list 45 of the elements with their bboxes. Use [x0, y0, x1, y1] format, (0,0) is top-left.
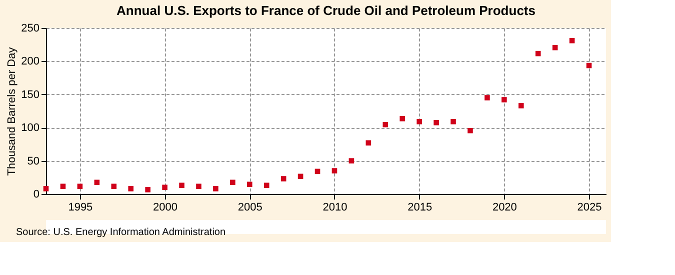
y-tick-label: 200	[21, 56, 40, 68]
x-tick-label: 2010	[322, 202, 348, 214]
y-tick-label: 250	[21, 22, 40, 34]
source-note: Source: U.S. Energy Information Administration	[16, 227, 226, 238]
point	[128, 186, 134, 192]
point	[60, 184, 66, 190]
point	[569, 38, 575, 44]
point	[434, 120, 439, 126]
point	[348, 158, 354, 164]
point	[77, 184, 83, 190]
y-axis-title: Thousand Barrels per Day	[6, 46, 18, 176]
point	[196, 184, 202, 190]
y-tick-label: 50	[27, 155, 40, 168]
point	[162, 184, 168, 190]
x-tick-label: 2005	[238, 202, 262, 214]
point	[264, 182, 270, 188]
point	[502, 97, 507, 102]
point	[94, 180, 100, 186]
point	[111, 184, 117, 190]
point	[382, 122, 388, 128]
point	[230, 180, 236, 186]
x-tick-label: 2000	[153, 202, 178, 214]
point	[400, 116, 406, 122]
point	[213, 186, 218, 192]
point	[468, 128, 473, 134]
point	[179, 182, 184, 188]
point	[518, 103, 524, 108]
point	[366, 140, 372, 146]
point	[535, 50, 541, 56]
point	[43, 186, 49, 192]
point	[416, 118, 422, 124]
point	[280, 176, 286, 182]
y-tick-label: 100	[21, 122, 40, 134]
x-tick-label: 2015	[408, 202, 432, 214]
point	[484, 95, 490, 100]
point	[246, 182, 252, 188]
x-tick-label: 1995	[68, 202, 93, 214]
point	[450, 118, 456, 124]
x-tick-label: 2025	[577, 202, 602, 214]
chart-title: Annual U.S. Exports to France of Crude Oil and Petroleum Products	[116, 3, 536, 18]
point	[332, 168, 338, 174]
y-tick-label: 150	[21, 88, 40, 101]
x-tick-label: 2020	[492, 202, 517, 214]
point	[145, 187, 150, 192]
y-tick-label: 0	[33, 188, 40, 200]
